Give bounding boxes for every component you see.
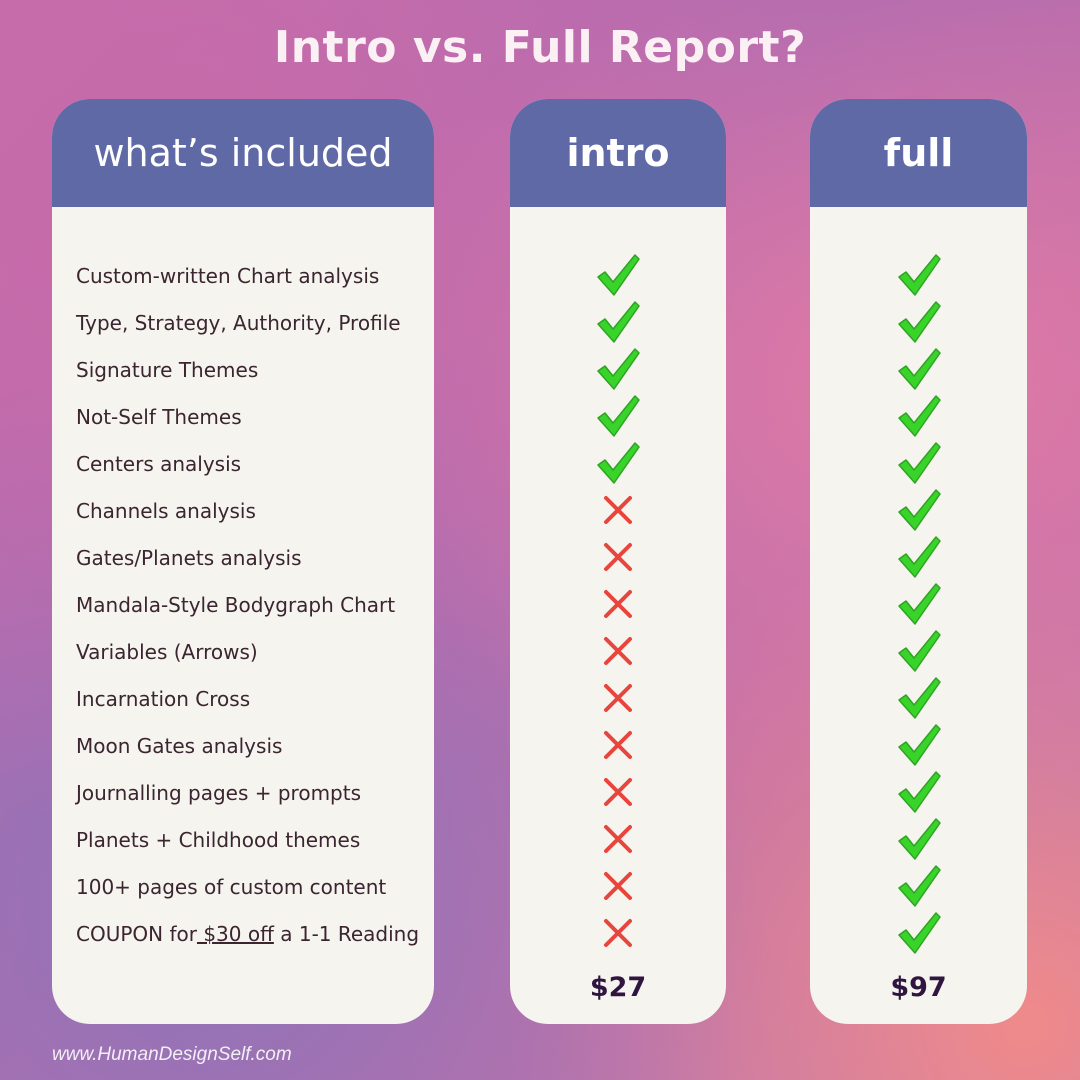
checkmark-icon (896, 440, 942, 486)
feature-label: Planets + Childhood themes (76, 828, 361, 852)
intro-header: intro (510, 99, 726, 207)
feature-label: Moon Gates analysis (76, 734, 283, 758)
features-column: what’s included Custom-written Chart ana… (52, 99, 434, 1024)
checkmark-icon (896, 863, 942, 909)
full-price: $97 (890, 972, 947, 1003)
page-title: Intro vs. Full Report? (273, 22, 807, 73)
coupon-amount: $30 off (196, 922, 274, 946)
cross-icon (595, 628, 641, 674)
checkmark-icon (896, 816, 942, 862)
cross-icon (595, 487, 641, 533)
intro-column: intro $27 (510, 99, 726, 1024)
feature-label: Custom-written Chart analysis (76, 264, 380, 288)
feature-label: Centers analysis (76, 452, 242, 476)
feature-label: Mandala-Style Bodygraph Chart (76, 593, 396, 617)
cross-icon (595, 769, 641, 815)
website-link[interactable]: www.HumanDesignSelf.com (52, 1044, 292, 1065)
feature-label-part: COUPON for (76, 922, 197, 946)
cross-icon (595, 816, 641, 862)
feature-label: Signature Themes (76, 358, 259, 382)
cross-icon (595, 722, 641, 768)
checkmark-icon (595, 346, 641, 392)
feature-label: Type, Strategy, Authority, Profile (76, 311, 401, 335)
feature-label: Channels analysis (76, 499, 256, 523)
intro-price: $27 (589, 972, 647, 1003)
feature-label: Gates/Planets analysis (76, 546, 302, 570)
checkmark-icon (896, 534, 942, 580)
feature-label: Incarnation Cross (76, 687, 251, 711)
cross-icon (595, 910, 641, 956)
checkmark-icon (896, 722, 942, 768)
full-header: full (810, 99, 1027, 207)
features-header: what’s included (52, 99, 434, 207)
checkmark-icon (896, 487, 942, 533)
checkmark-icon (595, 299, 641, 345)
checkmark-icon (896, 675, 942, 721)
feature-label: COUPON for $30 off a 1-1 Reading (76, 922, 419, 946)
checkmark-icon (896, 346, 942, 392)
checkmark-icon (595, 440, 641, 486)
cross-icon (595, 863, 641, 909)
checkmark-icon (595, 393, 641, 439)
checkmark-icon (896, 581, 942, 627)
cross-icon (595, 675, 641, 721)
cross-icon (595, 534, 641, 580)
feature-label: Not-Self Themes (76, 405, 242, 429)
checkmark-icon (896, 769, 942, 815)
cross-icon (595, 581, 641, 627)
checkmark-icon (896, 628, 942, 674)
checkmark-icon (896, 252, 942, 298)
checkmark-icon (896, 910, 942, 956)
feature-label: 100+ pages of custom content (76, 875, 387, 899)
feature-label-part: a 1-1 Reading (273, 922, 420, 946)
checkmark-icon (896, 299, 942, 345)
checkmark-icon (896, 393, 942, 439)
checkmark-icon (595, 252, 641, 298)
feature-label: Journalling pages + prompts (76, 781, 362, 805)
feature-label: Variables (Arrows) (76, 640, 258, 664)
full-column: full $97 (810, 99, 1027, 1024)
